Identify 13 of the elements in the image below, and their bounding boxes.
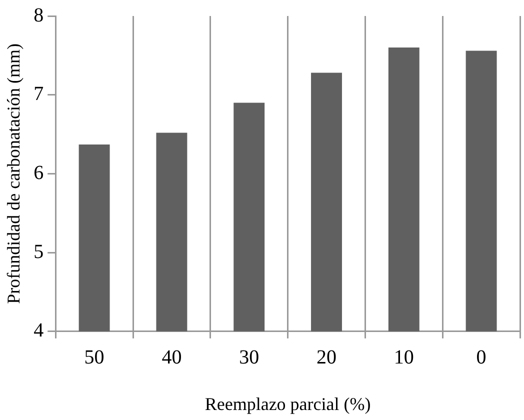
- x-axis-title: Reemplazo parcial (%): [204, 394, 371, 414]
- y-tick-label: 8: [34, 4, 44, 26]
- x-tick-label: 40: [162, 346, 182, 369]
- x-tick-label: 20: [316, 346, 336, 369]
- x-tick-label: 10: [394, 346, 414, 369]
- x-tick-label: 0: [476, 346, 486, 369]
- x-tick-label: 50: [84, 346, 104, 369]
- y-tick-label: 6: [34, 162, 44, 184]
- y-tick-label: 4: [34, 320, 44, 342]
- x-tick-label: 30: [239, 346, 260, 369]
- y-tick-label: 7: [34, 83, 44, 106]
- y-tick-label: 5: [34, 240, 44, 263]
- y-axis-title: Profundidad de carbonatación (mm): [4, 43, 24, 304]
